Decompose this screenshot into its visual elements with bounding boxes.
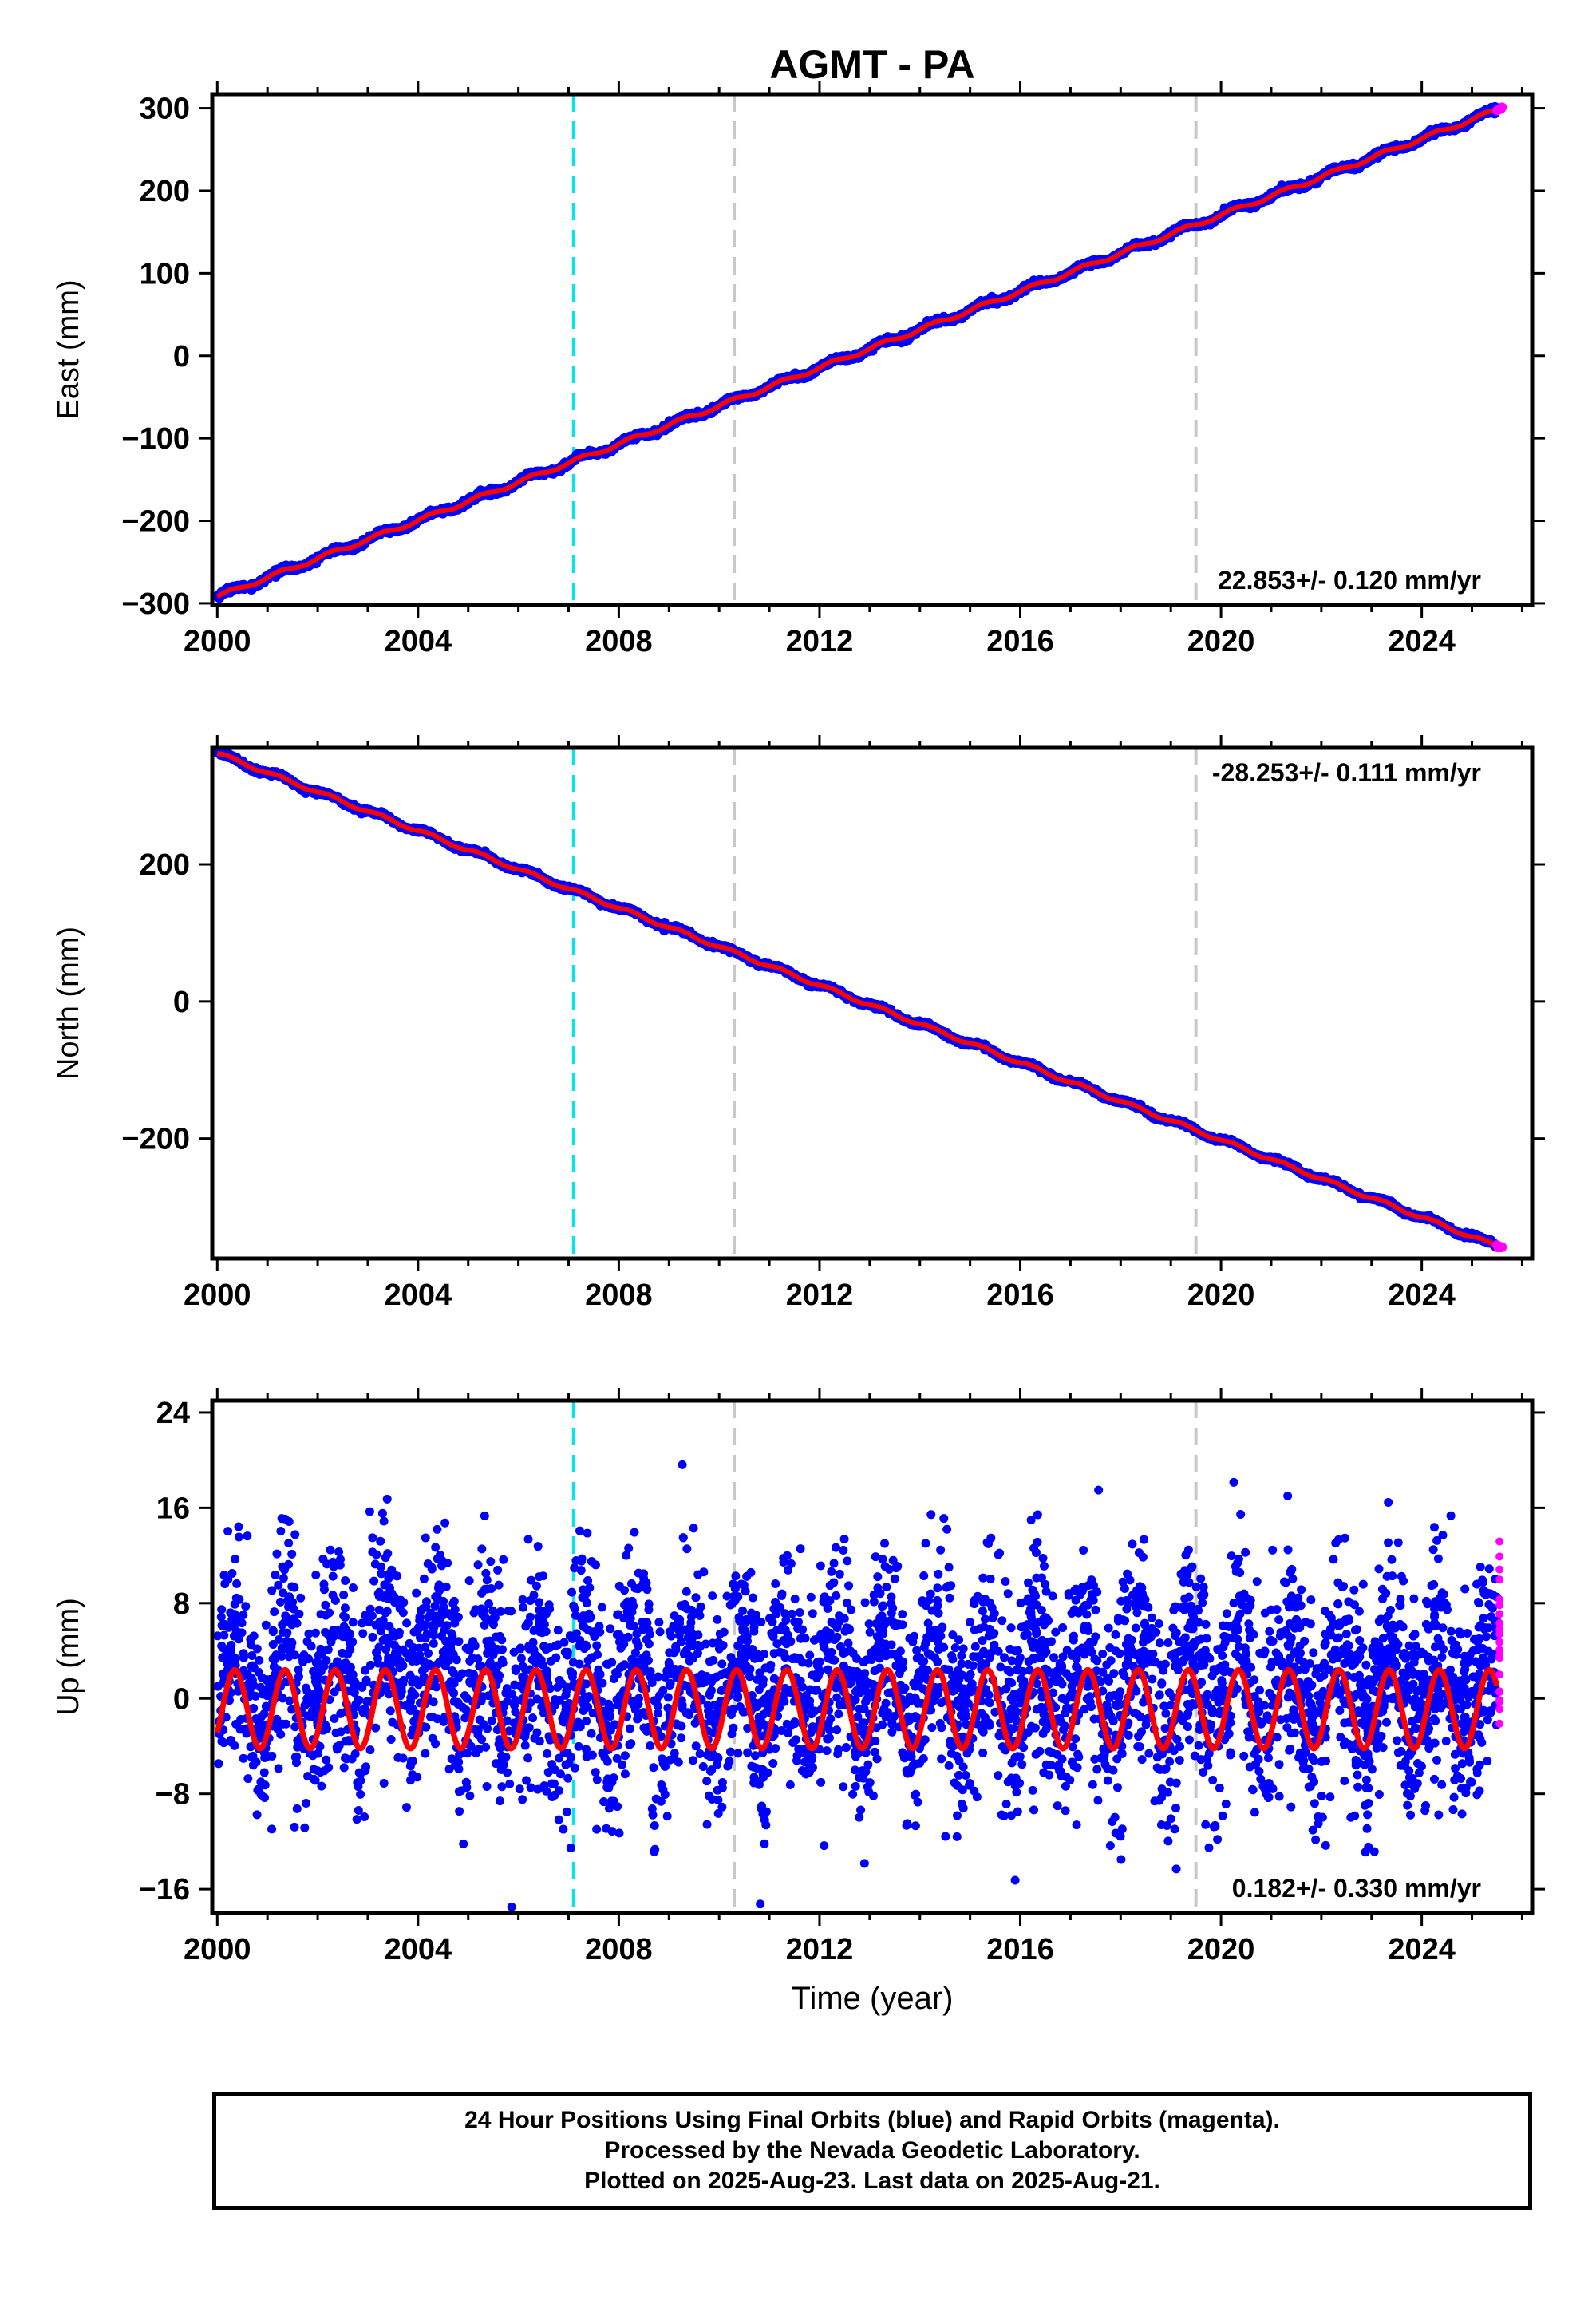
x-tick-label: 2016 xyxy=(986,625,1054,658)
x-tick-label: 2020 xyxy=(1187,625,1255,658)
x-tick-label: 2000 xyxy=(184,625,251,658)
x-tick-label: 2012 xyxy=(786,625,854,658)
chart-title: AGMT - PA xyxy=(769,42,974,87)
plot-area xyxy=(212,94,1507,605)
y-tick-label: −300 xyxy=(121,587,190,621)
y-tick-label: 0 xyxy=(173,340,190,373)
panel-2: 2000 2004 2008 2012 2016 2020 2024−2000200Nort… xyxy=(52,735,1545,1312)
y-tick-label: 200 xyxy=(140,175,190,208)
y-tick-label: −200 xyxy=(121,505,190,539)
x-tick-label: 2004 xyxy=(385,625,452,658)
rapid-point xyxy=(1497,102,1507,113)
y-tick-label: 100 xyxy=(140,257,190,290)
panel-1: 2000 2004 2008 2012 2016 2020 2024−300−200−100… xyxy=(52,81,1545,658)
x-tick-label: 2008 xyxy=(585,625,653,658)
rate-label: 22.853+/- 0.120 mm/yr xyxy=(1218,566,1481,595)
y-tick-label: −100 xyxy=(121,422,190,456)
model-line xyxy=(215,107,1503,599)
y-tick-label: 300 xyxy=(140,93,190,126)
panel-frame xyxy=(210,92,1535,607)
x-tick-label: 2024 xyxy=(1388,625,1456,658)
plot-area xyxy=(212,748,1507,1259)
y-axis-label: East (mm) xyxy=(52,279,85,419)
